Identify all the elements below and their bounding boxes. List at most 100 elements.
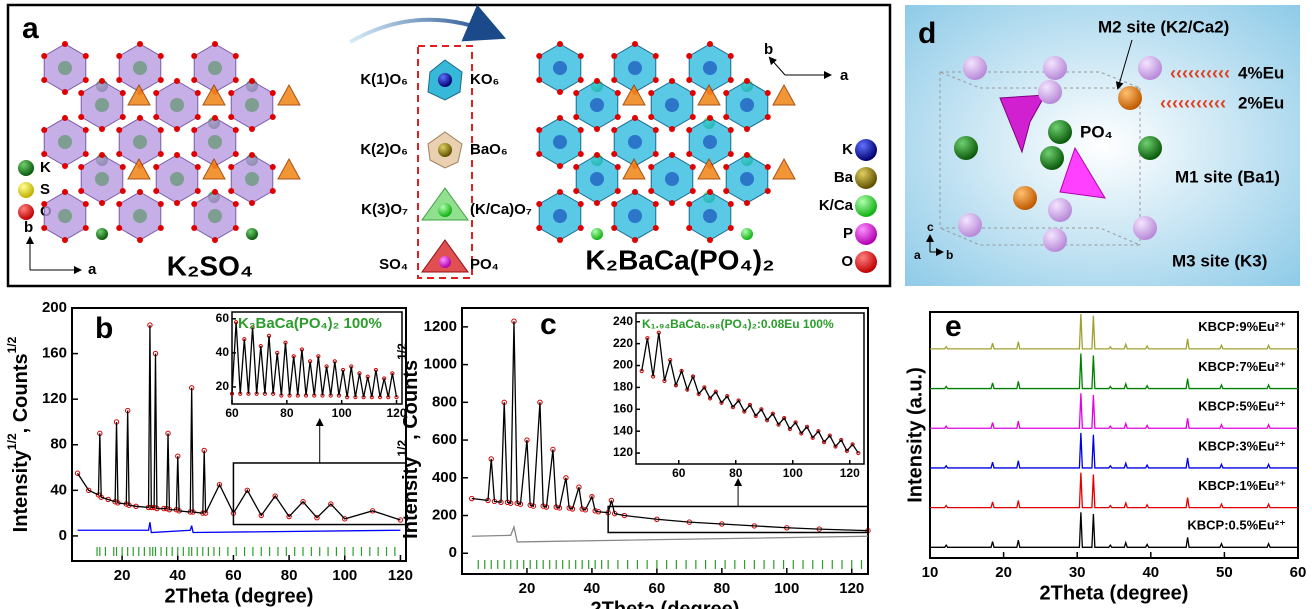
oxygen	[233, 127, 239, 133]
polyhedron-label: PO₄	[470, 256, 499, 273]
oxygen	[41, 225, 47, 231]
x-tick-label: 120	[839, 580, 864, 597]
oxygen	[594, 152, 600, 158]
oxygen	[611, 225, 617, 231]
oxygen	[611, 127, 617, 133]
y-tick-label: 160	[42, 345, 67, 362]
oxygen	[153, 90, 159, 96]
polyhedron-label: K(1)O₆	[360, 71, 408, 88]
oxygen	[78, 114, 84, 120]
oxygen	[137, 115, 143, 121]
y-tick-label: 200	[432, 506, 457, 523]
oxygen	[158, 151, 164, 157]
compound-name: K₂BaCa(PO₄)₂	[585, 244, 774, 275]
oxygen	[765, 90, 771, 96]
y-tick-label: 160	[613, 401, 633, 415]
oxygen	[536, 53, 542, 59]
x-tick-label: 60	[1290, 564, 1307, 581]
oxygen	[728, 151, 734, 157]
oxygen	[62, 237, 68, 243]
label-part: , Counts	[400, 360, 422, 440]
oxygen	[728, 53, 734, 59]
oxygen	[158, 77, 164, 83]
oxygen	[648, 90, 654, 96]
oxygen	[99, 78, 105, 84]
oxygen	[120, 188, 126, 194]
atom	[740, 172, 754, 186]
oxygen	[174, 200, 180, 206]
atom	[628, 61, 642, 75]
x-axis-label: 2Theta (degree)	[591, 598, 740, 609]
atom	[95, 98, 109, 112]
oxygen	[153, 114, 159, 120]
axis-name: b	[764, 41, 773, 58]
eu-label: 4%Eu	[1238, 63, 1284, 82]
oxygen	[158, 201, 164, 207]
oxygen	[557, 189, 563, 195]
label-part: , Counts	[10, 353, 32, 433]
x-tick-label: 100	[332, 567, 357, 584]
x-tick-label: 30	[1069, 564, 1086, 581]
oxygen	[573, 114, 579, 120]
inset-frame	[636, 313, 864, 464]
atom	[628, 209, 642, 223]
x-tick-label: 100	[783, 466, 803, 480]
y-tick-label: 40	[216, 345, 230, 359]
oxygen	[191, 127, 197, 133]
y-tick-label: 400	[432, 469, 457, 486]
oxygen	[728, 127, 734, 133]
label-part: Intensity	[400, 456, 422, 539]
y-tick-label: 180	[613, 380, 633, 394]
oxygen	[728, 201, 734, 207]
legend-label: P	[843, 225, 853, 242]
atom	[741, 228, 753, 240]
oxygen	[191, 151, 197, 157]
legend-label: K/Ca	[819, 197, 854, 214]
oxygen	[686, 77, 692, 83]
oxygen	[648, 164, 654, 170]
x-tick-label: 60	[649, 580, 666, 597]
x-tick-label: 120	[840, 466, 860, 480]
y-tick-label: 1200	[424, 318, 457, 335]
oxygen	[83, 77, 89, 83]
oxygen	[228, 114, 234, 120]
atom	[208, 135, 222, 149]
oxygen	[116, 151, 122, 157]
oxygen	[723, 90, 729, 96]
x-tick-label: 80	[729, 466, 743, 480]
polyhedron-label: (K/Ca)O₇	[470, 201, 532, 218]
oxygen	[578, 151, 584, 157]
oxygen	[83, 53, 89, 59]
axis-name: b	[24, 219, 33, 236]
inset-title: K₁.₉₄BaCa₀.₉₈(PO₄)₂:0.08Eu 100%	[642, 317, 834, 331]
oxygen	[233, 53, 239, 59]
panel-label: d	[918, 17, 936, 50]
superscript: 1/2	[5, 433, 19, 450]
polyhedron-label: SO₄	[379, 256, 408, 273]
atom	[58, 209, 72, 223]
y-tick-label: 120	[42, 390, 67, 407]
oxygen	[744, 152, 750, 158]
atom	[628, 135, 642, 149]
legend-label: S	[40, 181, 50, 198]
oxygen	[137, 41, 143, 47]
atom	[96, 228, 108, 240]
oxygen	[270, 90, 276, 96]
site-label: M3 site (K3)	[1172, 251, 1267, 270]
oxygen	[270, 188, 276, 194]
oxygen	[233, 77, 239, 83]
oxygen	[233, 225, 239, 231]
y-tick-label: 200	[613, 358, 633, 372]
atom	[438, 143, 452, 157]
oxygen	[686, 53, 692, 59]
x-tick-label: 40	[169, 567, 186, 584]
oxygen	[632, 237, 638, 243]
atom	[590, 98, 604, 112]
oxygen	[174, 152, 180, 158]
oxygen	[611, 53, 617, 59]
group-label: PO₄	[1080, 122, 1113, 141]
x-tick-label: 60	[672, 466, 686, 480]
atom	[133, 209, 147, 223]
oxygen	[728, 225, 734, 231]
oxygen	[557, 115, 563, 121]
